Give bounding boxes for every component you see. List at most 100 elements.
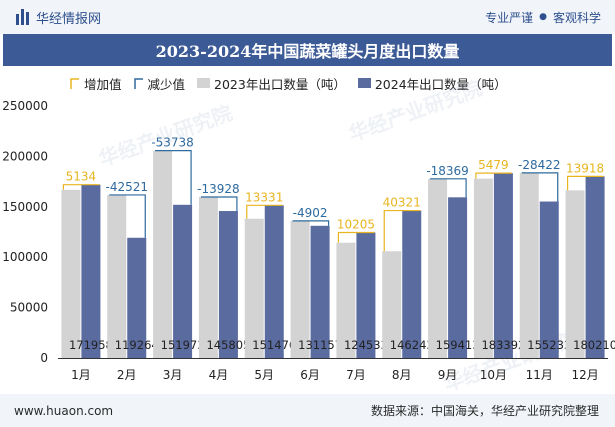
y-tick-label: 150000 [2,200,48,214]
bar-2023 [198,196,218,358]
website-link[interactable]: www.huaon.com [14,403,114,418]
value-label: 151476 [252,338,296,352]
bar-2023 [519,172,539,358]
change-bracket [62,184,100,190]
x-tick-label: 10月 [480,368,507,382]
change-label: -28422 [518,158,561,172]
change-bracket [200,196,238,212]
value-label: 159413 [436,338,480,352]
x-tick-label: 1月 [71,368,91,382]
bar-2024 [310,225,330,358]
bar-2024 [356,232,376,358]
bar-2023 [61,189,81,358]
change-bracket [430,178,467,198]
x-tick-label: 12月 [571,368,598,382]
change-label: 13331 [245,190,283,204]
legend: 增加值 减少值 2023年出口数量（吨） 2024年出口数量（吨） [70,73,519,93]
value-label: 180210 [573,338,615,352]
bar-2024 [127,237,147,358]
legend-2023: 2023年出口数量（吨） [197,74,346,93]
chart-title: 2023-2024年中国蔬菜罐头月度出口数量 [3,34,612,66]
bullet-icon: ● [539,12,547,22]
change-label: -13928 [197,182,240,196]
x-tick-label: 2月 [117,368,137,382]
bar-2023 [153,150,173,358]
bar-2024 [585,176,605,358]
change-bracket [566,175,604,191]
change-bracket [521,172,559,202]
legend-2023-label: 2023年出口数量（吨） [214,76,346,92]
change-bracket [383,209,421,252]
x-tick-label: 6月 [300,368,320,382]
bar-2024 [218,211,238,358]
legend-increase: 增加值 [70,74,122,93]
value-label: 145805 [206,338,250,352]
bar-2024 [173,204,193,358]
change-bracket [292,220,330,226]
value-label: 151973 [161,338,205,352]
change-label: 10205 [337,217,375,231]
brand-logo: 华经情报网 [16,8,101,27]
value-label: 155233 [527,338,571,352]
x-tick-label: 7月 [346,368,366,382]
bar-2023 [473,178,493,358]
decrease-swatch-icon [133,77,143,89]
y-tick-label: 50000 [10,301,48,315]
y-tick-label: 0 [40,351,48,365]
top-bar: 华经情报网 专业严谨 ● 客观科学 [0,0,615,34]
value-label: 124533 [344,338,388,352]
change-bracket [109,194,146,238]
bar-2024 [81,184,101,358]
legend-2024: 2024年出口数量（吨） [357,74,507,93]
legend-decrease: 减少值 [133,74,186,93]
change-label: -18369 [426,164,469,178]
footer: www.huaon.com 数据来源：中国海关，华经产业研究院整理 [0,394,615,427]
increase-swatch-icon [70,77,79,89]
y-tick-label: 100000 [2,250,48,264]
bar-logo-icon [16,9,29,25]
bar-2023 [565,190,585,358]
change-bracket [337,231,375,243]
x-tick-label: 11月 [526,368,553,382]
bar-2023 [428,178,448,358]
value-label: 183392 [481,338,525,352]
bar-2024 [539,201,559,358]
x-tick-label: 9月 [438,368,458,382]
bar-2023 [107,194,127,358]
y-tick-label: 250000 [2,99,48,113]
legend-2024-label: 2024年出口数量（吨） [374,76,507,92]
bar-2023 [244,218,264,358]
bar-2023 [290,220,310,358]
change-label: -4902 [293,206,328,220]
legend-decrease-label: 减少值 [147,76,186,92]
slogan-2: 客观科学 [552,10,601,25]
legend-increase-label: 增加值 [84,76,122,92]
y-tick-label: 200000 [2,149,48,163]
bar-2024 [493,173,513,358]
x-tick-label: 8月 [392,368,412,382]
value-label: 119264 [115,338,159,352]
slogan: 专业严谨 ● 客观科学 [485,0,601,34]
data-source: 数据来源：中国海关，华经产业研究院整理 [370,404,599,418]
brand-name: 华经情报网 [36,11,102,27]
change-label: -53738 [151,136,194,150]
change-label: 5134 [66,170,97,184]
value-label: 146243 [390,338,434,352]
change-bracket [155,150,192,205]
change-label: 13918 [566,161,604,175]
change-bracket [475,172,512,179]
x-tick-label: 4月 [209,368,229,382]
change-label: -42521 [105,180,148,194]
value-label: 171958 [69,338,113,352]
slogan-1: 专业严谨 [485,10,534,25]
bar-2023 [382,251,402,358]
bar-2024 [448,197,468,358]
bar-2023 [336,242,356,358]
bar-chart: 0 50000 100000 150000 200000 250000 5134 171958… [2,99,615,382]
swatch-2023-icon [197,78,211,88]
change-label: 40321 [383,196,421,210]
x-tick-label: 3月 [163,368,183,382]
value-label: 131157 [298,338,342,352]
change-label: 5479 [478,158,509,172]
bar-2024 [264,205,284,358]
